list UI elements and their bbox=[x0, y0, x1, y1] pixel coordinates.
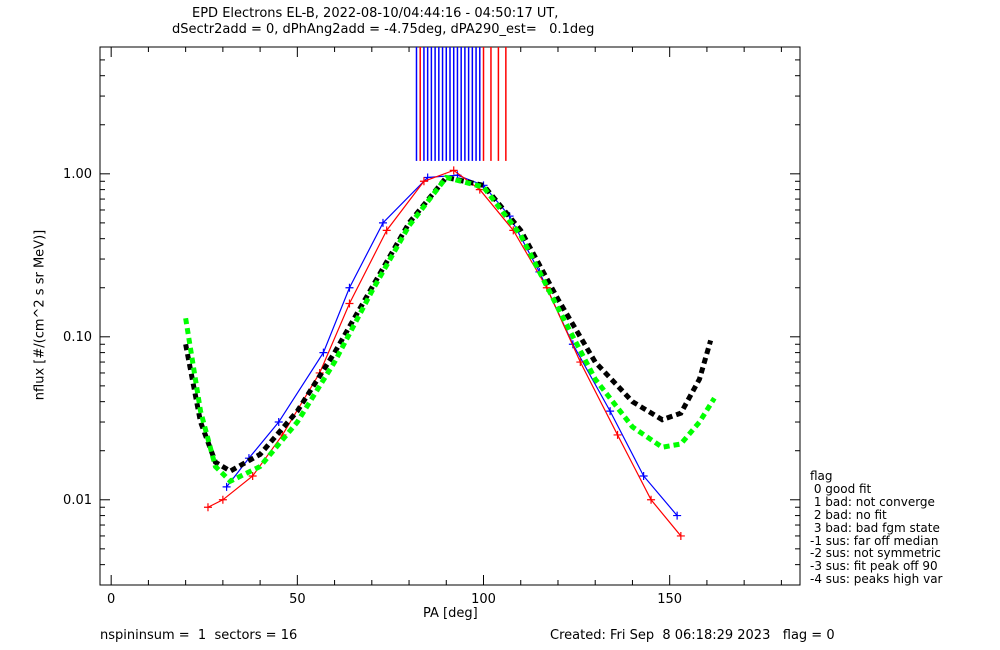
data-point bbox=[274, 418, 283, 427]
y-axis-label: nflux [#/(cm^2 s sr MeV)] bbox=[32, 229, 48, 401]
data-point bbox=[222, 482, 231, 491]
data-point bbox=[345, 299, 354, 308]
legend-item: -1 sus: far off median bbox=[810, 533, 939, 548]
chart-title-line-1: EPD Electrons EL-B, 2022-08-10/04:44:16 … bbox=[192, 6, 559, 21]
legend-item: 3 bad: bad fgm state bbox=[810, 520, 940, 535]
data-point bbox=[319, 348, 328, 357]
data-line bbox=[207, 169, 682, 537]
data-point bbox=[378, 218, 387, 227]
legend-item: -4 sus: peaks high var bbox=[810, 572, 943, 587]
flag-legend: flag 0 good fit 1 bad: not converge 2 ba… bbox=[810, 470, 942, 586]
x-tick-label: 150 bbox=[657, 592, 682, 607]
legend-item: 2 bad: no fit bbox=[810, 507, 887, 522]
y-tick-label: 0.01 bbox=[63, 493, 92, 508]
legend-item: 1 bad: not converge bbox=[810, 494, 935, 509]
data-point bbox=[647, 495, 656, 504]
y-tick-label: 0.10 bbox=[63, 330, 92, 345]
y-tick-label: 1.00 bbox=[63, 167, 92, 182]
fit-line bbox=[183, 174, 717, 485]
legend-item: -2 sus: not symmetric bbox=[810, 546, 941, 561]
data-point bbox=[345, 283, 354, 292]
data-point bbox=[203, 503, 212, 512]
data-point bbox=[676, 531, 685, 540]
footer-right: Created: Fri Sep 8 06:18:29 2023 flag = … bbox=[550, 628, 835, 643]
x-tick-label: 100 bbox=[471, 592, 496, 607]
data-point bbox=[606, 407, 615, 416]
data-point bbox=[576, 358, 585, 367]
x-axis-label: PA [deg] bbox=[423, 606, 478, 621]
x-tick-label: 50 bbox=[289, 592, 306, 607]
chart-title-line-2: dSectr2add = 0, dPhAng2add = -4.75deg, d… bbox=[172, 22, 595, 37]
data-point bbox=[639, 471, 648, 480]
data-line bbox=[226, 174, 678, 516]
data-point bbox=[673, 511, 682, 520]
legend-item: 0 good fit bbox=[810, 481, 872, 496]
legend-title: flag bbox=[810, 469, 833, 483]
data-point bbox=[248, 471, 257, 480]
x-tick-label: 0 bbox=[107, 592, 115, 607]
data-point bbox=[382, 226, 391, 235]
data-point bbox=[449, 166, 458, 175]
fit-line bbox=[183, 174, 714, 474]
footer-left: nspininsum = 1 sectors = 16 bbox=[100, 628, 298, 643]
data-point bbox=[218, 495, 227, 504]
data-point bbox=[613, 430, 622, 439]
data-point bbox=[419, 177, 428, 186]
legend-item: -3 sus: fit peak off 90 bbox=[810, 559, 938, 574]
